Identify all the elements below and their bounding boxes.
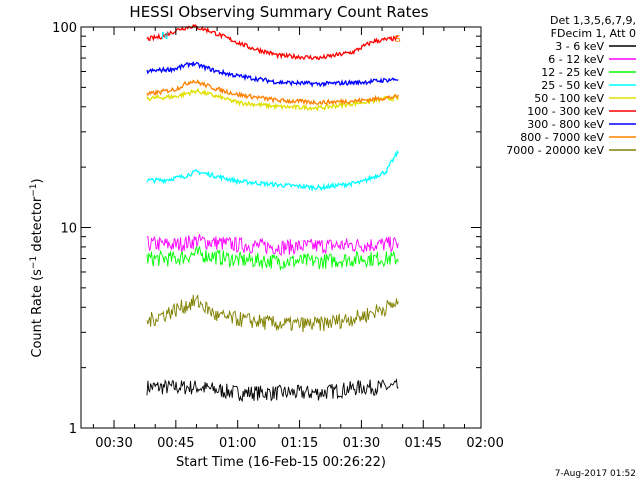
x-axis-label: Start Time (16-Feb-15 00:26:22) — [176, 455, 386, 470]
y-axis-label-sup-2: −1 — [29, 183, 39, 196]
series-line-5 — [146, 23, 399, 61]
legend-header: FDecim 1, Att 0 — [551, 27, 636, 40]
x-tick-label: 02:00 — [466, 436, 503, 451]
annotation-1: S — [395, 34, 401, 45]
series-line-6 — [146, 61, 399, 88]
series-line-7 — [146, 78, 399, 106]
y-tick-label: 1 — [69, 422, 77, 437]
plot-frame — [80, 26, 482, 429]
legend-label: 6 - 12 keV — [548, 53, 604, 66]
legend-label: 7000 - 20000 keV — [506, 144, 604, 157]
x-tick-label: 01:45 — [405, 436, 442, 451]
x-tick-label: 01:00 — [219, 436, 256, 451]
axis-ticks: 00:30 00:45 01:00 01:15 01:30 01:45 02:00 1 10 10… — [52, 21, 504, 451]
x-tick-label: 01:30 — [343, 436, 380, 451]
chart-title: HESSI Observing Summary Count Rates — [129, 3, 428, 21]
y-axis-label-main: Count Rate (s — [30, 269, 45, 358]
legend: Det 1,3,5,6,7,9,FDecim 1, Att 03 - 6 keV… — [506, 14, 636, 157]
series-line-1 — [146, 233, 399, 257]
legend-label: 12 - 25 keV — [541, 66, 604, 79]
series-line-8 — [146, 293, 399, 333]
y-tick-label: 10 — [60, 222, 77, 237]
series-line-0 — [146, 377, 399, 403]
legend-header: Det 1,3,5,6,7,9, — [550, 14, 636, 27]
legend-label: 800 - 7000 keV — [520, 131, 604, 144]
y-axis-label-sup-1: −1 — [29, 256, 39, 269]
x-tick-label: 00:45 — [157, 436, 194, 451]
timestamp: 7-Aug-2017 01:52 — [555, 469, 636, 479]
x-tick-label: 00:30 — [95, 436, 132, 451]
y-axis-label-end: ) — [30, 178, 45, 183]
y-tick-label: 100 — [52, 21, 77, 36]
legend-label: 25 - 50 keV — [541, 79, 604, 92]
annotation-0: N — [161, 31, 168, 42]
legend-label: 100 - 300 keV — [527, 105, 604, 118]
y-axis-label-mid: detector — [30, 196, 45, 256]
legend-label: 50 - 100 keV — [534, 92, 604, 105]
y-axis-label: Count Rate (s−1 detector−1) — [29, 178, 45, 357]
series-line-3 — [146, 149, 399, 192]
legend-label: 3 - 6 keV — [555, 40, 604, 53]
x-tick-label: 01:15 — [281, 436, 318, 451]
series-line-2 — [146, 245, 399, 271]
legend-label: 300 - 800 keV — [527, 118, 604, 131]
